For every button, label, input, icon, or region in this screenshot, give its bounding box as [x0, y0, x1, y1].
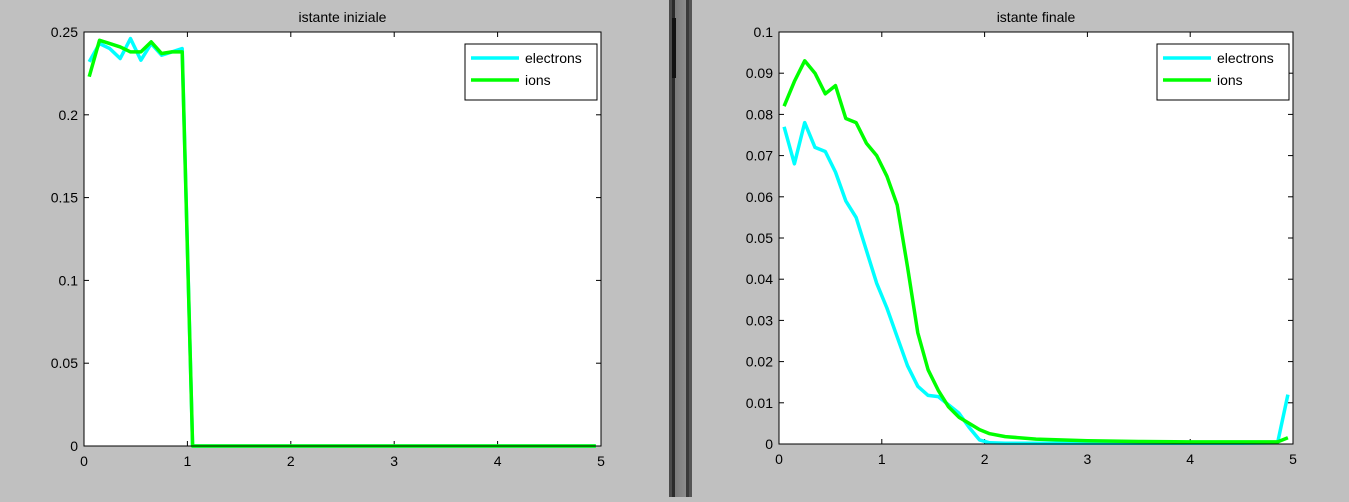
y-tick-label: 0.25: [51, 24, 78, 40]
legend-label-electrons: electrons: [525, 50, 582, 66]
figure-window-right: istante finale 0 1 2 3 4 5 0 0.01 0.02 0.03 0.04 0.0…: [692, 0, 1349, 497]
chart-title: istante iniziale: [299, 9, 387, 25]
x-tick-label: 3: [390, 453, 398, 469]
y-tick-label: 0.2: [59, 107, 79, 123]
y-tick-label: 0.05: [51, 355, 78, 371]
y-tick-label: 0.01: [746, 395, 773, 411]
y-tick-label: 0.03: [746, 312, 773, 328]
y-tick-label: 0: [70, 438, 78, 454]
y-tick-label: 0: [765, 436, 773, 452]
x-tick-label: 1: [184, 453, 192, 469]
series-line-electrons: [782, 120, 1290, 445]
y-tick-label: 0.15: [51, 190, 78, 206]
x-tick-label: 0: [80, 453, 88, 469]
axes-box: [83, 31, 602, 447]
y-tick-label: 0.04: [746, 271, 773, 287]
x-tick-label: 2: [287, 453, 295, 469]
chart-istante-finale: istante finale 0 1 2 3 4 5 0 0.01 0.02 0.03 0.04 0.0…: [746, 9, 1297, 467]
legend-box: [1156, 43, 1290, 101]
y-tick-label: 0.02: [746, 354, 773, 370]
x-tick-label: 5: [597, 453, 605, 469]
legend-label-electrons: electrons: [1217, 50, 1274, 66]
chart-title: istante finale: [997, 9, 1076, 25]
plot-area: [779, 32, 1293, 444]
x-tick-label: 1: [878, 451, 886, 467]
y-tick-label: 0.07: [746, 148, 773, 164]
legend: electrons ions: [464, 43, 598, 101]
axes-box: [778, 31, 1294, 445]
divider-dark-block: [672, 18, 676, 78]
y-tick-label: 0.05: [746, 230, 773, 246]
chart-istante-iniziale: istante iniziale 0 1 2 3 4 5 0 0.05 0.1 0.15 0.2 0.2…: [51, 9, 605, 469]
x-tick-label: 5: [1289, 451, 1297, 467]
legend-label-ions: ions: [1217, 72, 1243, 88]
legend: electrons ions: [1156, 43, 1290, 101]
legend-box: [464, 43, 598, 101]
x-tick-label: 0: [775, 451, 783, 467]
x-tick-label: 2: [981, 451, 989, 467]
y-tick-label: 0.06: [746, 189, 773, 205]
y-tick-label: 0.08: [746, 106, 773, 122]
series-line-ions: [782, 59, 1289, 444]
y-tick-label: 0.1: [754, 24, 774, 40]
window-divider: [669, 0, 692, 497]
figure-window-left: istante iniziale 0 1 2 3 4 5 0 0.05 0.1 0.15 0.2 0.2…: [0, 0, 669, 497]
x-tick-label: 3: [1084, 451, 1092, 467]
x-tick-label: 4: [494, 453, 502, 469]
x-tick-label: 4: [1186, 451, 1194, 467]
y-tick-label: 0.09: [746, 65, 773, 81]
plot-area: [84, 32, 601, 446]
legend-label-ions: ions: [525, 72, 551, 88]
y-tick-label: 0.1: [59, 272, 79, 288]
